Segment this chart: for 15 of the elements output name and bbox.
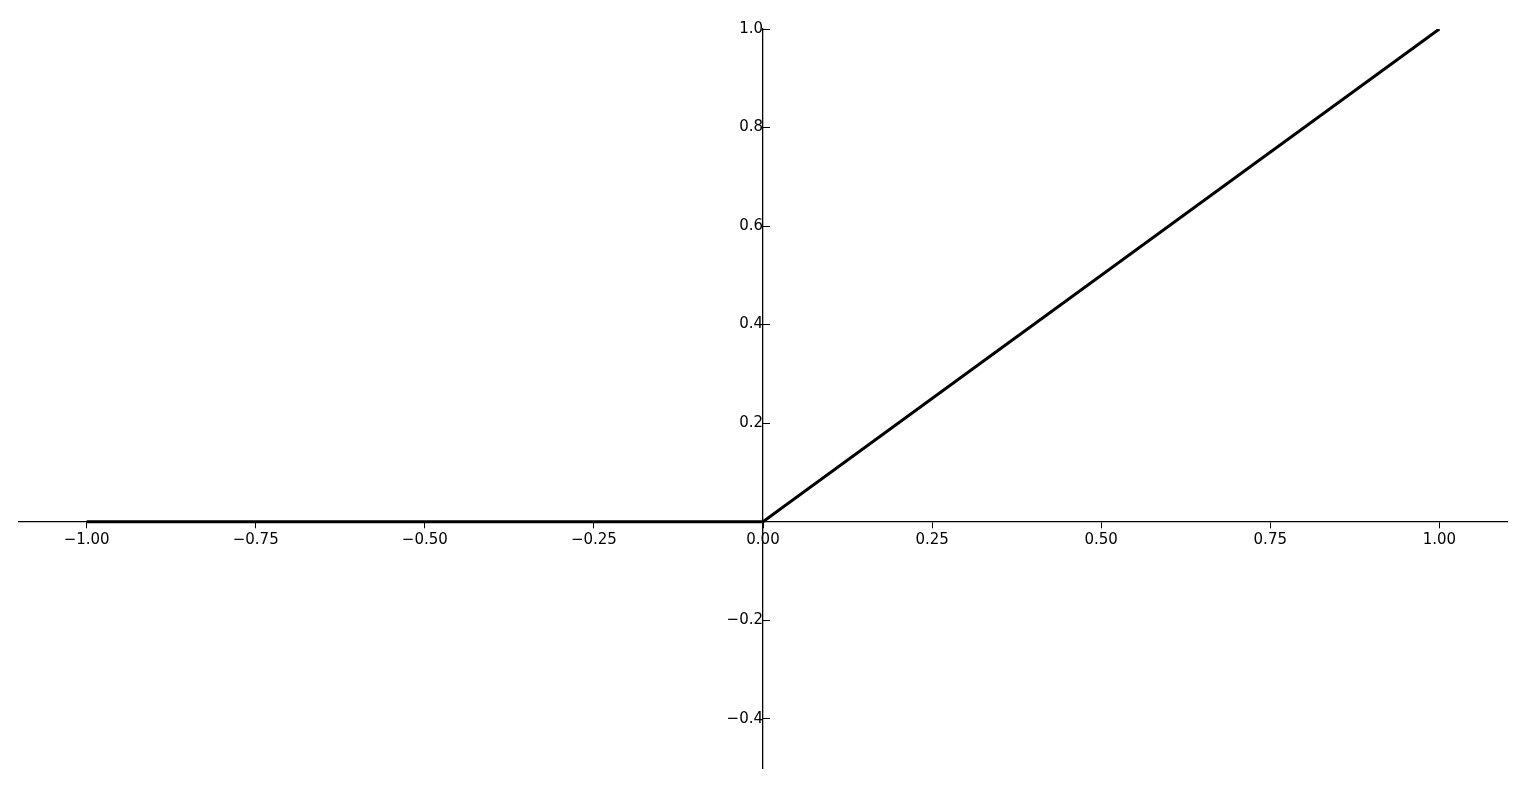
y-tick-label: 1.0 xyxy=(739,18,763,37)
y-tick-label: 0.6 xyxy=(739,215,763,234)
y-tick-label: 0.8 xyxy=(739,117,763,136)
x-tick-label: 0.50 xyxy=(1084,529,1118,548)
x-tick-label: −1.00 xyxy=(63,529,110,548)
y-tick-label: 0.2 xyxy=(739,413,763,432)
y-tick-label: −0.4 xyxy=(726,708,763,727)
x-tick-label: −0.50 xyxy=(401,529,448,548)
x-tick-label: −0.25 xyxy=(570,529,617,548)
x-tick-label: 0.75 xyxy=(1253,529,1287,548)
x-tick-label: 1.00 xyxy=(1422,529,1457,548)
x-tick-label: −0.75 xyxy=(232,529,279,548)
y-tick-label: 0.4 xyxy=(739,314,763,333)
y-tick-label: −0.2 xyxy=(726,610,763,629)
x-tick-label: 0.25 xyxy=(915,529,949,548)
